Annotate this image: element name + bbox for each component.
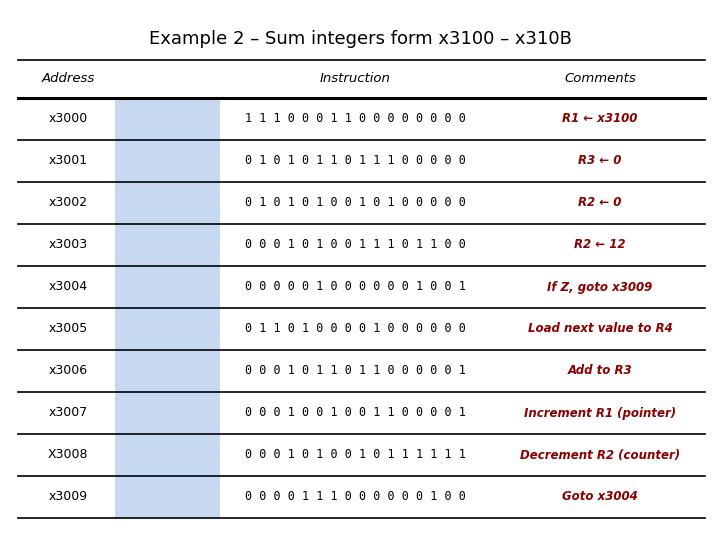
Text: x3002: x3002 bbox=[48, 197, 88, 210]
Text: R1 ← x3100: R1 ← x3100 bbox=[562, 112, 638, 125]
Text: R3 ← 0: R3 ← 0 bbox=[578, 154, 621, 167]
Text: x3006: x3006 bbox=[48, 364, 88, 377]
Text: R2 ← 12: R2 ← 12 bbox=[575, 239, 626, 252]
Text: x3000: x3000 bbox=[48, 112, 88, 125]
Text: 0 1 1 0 1 0 0 0 0 1 0 0 0 0 0 0: 0 1 1 0 1 0 0 0 0 1 0 0 0 0 0 0 bbox=[245, 322, 465, 335]
Text: Load next value to R4: Load next value to R4 bbox=[528, 322, 672, 335]
Bar bbox=[115, 224, 220, 266]
Text: Decrement R2 (counter): Decrement R2 (counter) bbox=[520, 449, 680, 462]
Text: Goto x3004: Goto x3004 bbox=[562, 490, 638, 503]
Text: Increment R1 (pointer): Increment R1 (pointer) bbox=[524, 407, 676, 420]
Bar bbox=[115, 140, 220, 182]
Bar bbox=[115, 350, 220, 392]
Bar bbox=[115, 308, 220, 350]
Text: x3003: x3003 bbox=[48, 239, 88, 252]
Text: Add to R3: Add to R3 bbox=[567, 364, 632, 377]
Text: x3005: x3005 bbox=[48, 322, 88, 335]
Text: Instruction: Instruction bbox=[320, 72, 390, 85]
Text: 1 1 1 0 0 0 1 1 0 0 0 0 0 0 0 0: 1 1 1 0 0 0 1 1 0 0 0 0 0 0 0 0 bbox=[245, 112, 465, 125]
Bar bbox=[115, 182, 220, 224]
Bar bbox=[115, 266, 220, 308]
Text: 0 0 0 0 1 1 1 0 0 0 0 0 0 1 0 0: 0 0 0 0 1 1 1 0 0 0 0 0 0 1 0 0 bbox=[245, 490, 465, 503]
Text: If Z, goto x3009: If Z, goto x3009 bbox=[547, 280, 652, 294]
Text: 0 1 0 1 0 1 1 0 1 1 1 0 0 0 0 0: 0 1 0 1 0 1 1 0 1 1 1 0 0 0 0 0 bbox=[245, 154, 465, 167]
Text: Comments: Comments bbox=[564, 72, 636, 85]
Text: R2 ← 0: R2 ← 0 bbox=[578, 197, 621, 210]
Text: 0 0 0 1 0 0 1 0 0 1 1 0 0 0 0 1: 0 0 0 1 0 0 1 0 0 1 1 0 0 0 0 1 bbox=[245, 407, 465, 420]
Text: x3001: x3001 bbox=[48, 154, 88, 167]
Text: 0 0 0 1 0 1 1 0 1 1 0 0 0 0 0 1: 0 0 0 1 0 1 1 0 1 1 0 0 0 0 0 1 bbox=[245, 364, 465, 377]
Bar bbox=[115, 392, 220, 434]
Bar bbox=[115, 98, 220, 140]
Text: Address: Address bbox=[41, 72, 94, 85]
Bar bbox=[115, 476, 220, 518]
Text: x3007: x3007 bbox=[48, 407, 88, 420]
Text: 0 0 0 1 0 1 0 0 1 1 1 0 1 1 0 0: 0 0 0 1 0 1 0 0 1 1 1 0 1 1 0 0 bbox=[245, 239, 465, 252]
Text: 0 0 0 1 0 1 0 0 1 0 1 1 1 1 1 1: 0 0 0 1 0 1 0 0 1 0 1 1 1 1 1 1 bbox=[245, 449, 465, 462]
Text: 0 1 0 1 0 1 0 0 1 0 1 0 0 0 0 0: 0 1 0 1 0 1 0 0 1 0 1 0 0 0 0 0 bbox=[245, 197, 465, 210]
Text: 0 0 0 0 0 1 0 0 0 0 0 0 1 0 0 1: 0 0 0 0 0 1 0 0 0 0 0 0 1 0 0 1 bbox=[245, 280, 465, 294]
Text: x3009: x3009 bbox=[48, 490, 88, 503]
Bar bbox=[115, 434, 220, 476]
Text: x3004: x3004 bbox=[48, 280, 88, 294]
Text: Example 2 – Sum integers form x3100 – x310B: Example 2 – Sum integers form x3100 – x3… bbox=[148, 30, 572, 48]
Text: X3008: X3008 bbox=[48, 449, 89, 462]
